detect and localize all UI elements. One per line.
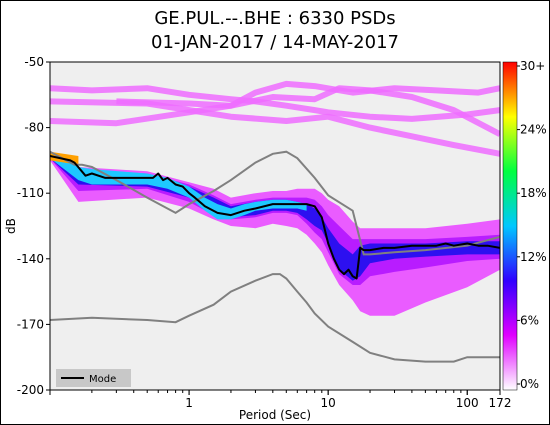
x-tick-label: 100 <box>456 396 479 410</box>
y-tick-label: -110 <box>17 186 44 200</box>
chart-title: GE.PUL.--.BHE : 6330 PSDs <box>154 8 396 29</box>
colorbar-tick-label: 0% <box>520 377 539 391</box>
y-axis-label: dB <box>4 218 18 234</box>
chart-subtitle: 01-JAN-2017 / 14-MAY-2017 <box>151 32 399 53</box>
upper-track-4 <box>50 98 500 157</box>
colorbar-tick-label: 18% <box>520 186 547 200</box>
noise-models <box>50 150 500 363</box>
x-axis-label: Period (Sec) <box>239 408 311 422</box>
mode-line-group <box>50 155 500 280</box>
legend: Mode <box>56 369 131 387</box>
y-tick-label: -140 <box>17 252 44 266</box>
x-tick-label: 10 <box>321 396 336 410</box>
colorbar-tick-label: 6% <box>520 313 539 327</box>
plot-area <box>50 62 500 390</box>
density-band-1 <box>50 153 500 316</box>
upper-tracks <box>50 80 500 157</box>
legend-box <box>56 369 131 387</box>
upper-track-2 <box>50 85 500 137</box>
colorbar-tick-label: 30+ <box>520 59 545 73</box>
plot-border <box>49 61 501 391</box>
high-noise-model-line <box>50 150 500 256</box>
y-tick-label: -50 <box>24 55 44 69</box>
y-tick-label: -80 <box>24 121 44 135</box>
upper-track-3 <box>116 80 500 109</box>
colorbar-ticks: 0% 6% 12% 18% 24% 30+ <box>517 59 547 391</box>
low-noise-model-line <box>50 273 500 363</box>
colorbar <box>502 61 518 391</box>
y-tick-label: -200 <box>17 383 44 397</box>
y-tick-label: -170 <box>17 317 44 331</box>
x-tick-label: 1 <box>185 396 193 410</box>
colorbar-tick-label: 24% <box>520 123 547 137</box>
upper-track-1 <box>50 85 500 122</box>
mode-line <box>50 155 500 280</box>
x-tick-label: 172 <box>489 396 512 410</box>
colorbar-tick-label: 12% <box>520 250 547 264</box>
legend-mode-label: Mode <box>89 374 116 385</box>
axes: -50 -80 -110 -140 -170 -200 1 10 100 172 <box>17 55 512 410</box>
